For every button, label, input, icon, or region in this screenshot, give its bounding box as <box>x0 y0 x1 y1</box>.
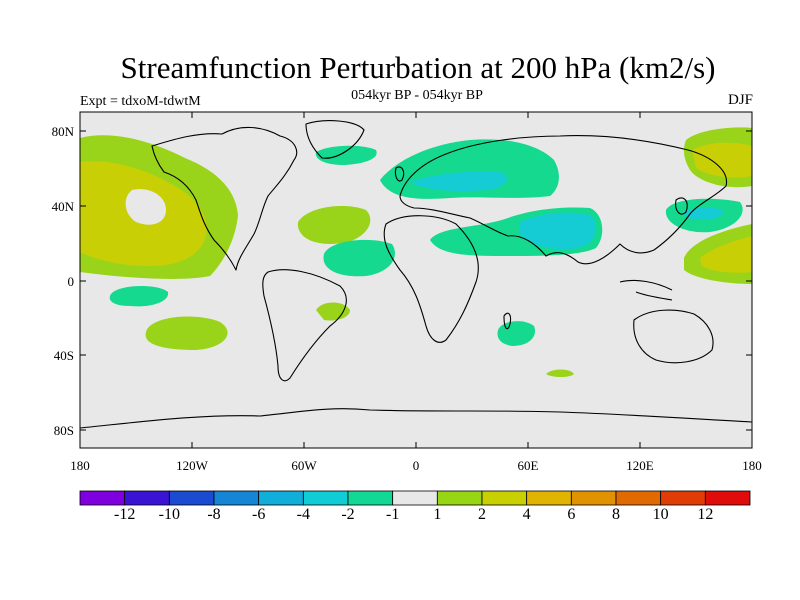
colorbar-swatch <box>392 490 438 506</box>
lon-tick-label: 60E <box>518 458 539 473</box>
lon-tick-label: 60W <box>291 458 317 473</box>
coast-indonesia <box>619 279 673 301</box>
colorbar-swatch <box>347 490 394 506</box>
anomaly-greenland <box>315 145 377 165</box>
coast-north-america <box>151 126 298 271</box>
colorbar-swatch <box>615 490 662 506</box>
colorbar-label: -4 <box>296 506 310 523</box>
colorbar-label: -2 <box>341 506 355 523</box>
experiment-label: Expt = tdxoM-tdwtM <box>80 94 201 109</box>
lat-tick-label: 40S <box>54 348 74 363</box>
coast-uk <box>394 166 405 182</box>
colorbar-swatch <box>124 490 170 506</box>
colorbar-swatch <box>436 490 483 506</box>
anomaly-south-atlantic <box>316 302 350 321</box>
anomaly-south-indian <box>546 369 574 377</box>
colorbar-label: -6 <box>251 506 266 523</box>
lon-tick-label: 0 <box>413 458 420 473</box>
colorbar-swatch <box>570 490 617 506</box>
coast-australia <box>633 309 714 364</box>
anomaly-bering-core <box>692 142 752 178</box>
colorbar-label: 1 <box>433 506 442 523</box>
lon-tick-label: 120E <box>626 458 654 473</box>
coast-south-america <box>262 269 347 382</box>
lon-tick-label: 180 <box>742 458 762 473</box>
chart-subtitle: 054kyr BP - 054kyr BP <box>351 88 483 103</box>
lat-tick-label: 0 <box>68 274 75 289</box>
season-label: DJF <box>727 92 753 108</box>
colorbar-swatch <box>168 490 215 506</box>
colorbar-label: -8 <box>207 506 221 523</box>
lat-tick-label: 40N <box>52 199 75 214</box>
colorbar-swatch <box>258 490 304 506</box>
colorbar-label: 12 <box>697 506 714 523</box>
colorbar-swatch <box>213 490 260 506</box>
coast-japan <box>675 197 688 215</box>
coast-antarctica <box>79 408 753 429</box>
latitude-axis: 80N 40N 0 40S 80S <box>52 124 752 438</box>
anomaly-north-atlantic <box>297 206 371 244</box>
colorbar-label: -10 <box>158 506 180 523</box>
anomaly-madagascar <box>497 321 536 346</box>
colorbar-swatch <box>660 490 706 506</box>
anomaly-west-pacific-core <box>700 236 752 273</box>
lat-tick-label: 80S <box>54 423 74 438</box>
anomaly-south-pacific <box>145 316 228 350</box>
anomaly-tropical-pacific <box>109 286 169 307</box>
colorbar-swatch <box>481 490 528 506</box>
colorbar-swatch <box>526 490 572 506</box>
colorbar-label: 6 <box>567 506 576 523</box>
colorbar-label: 4 <box>522 506 531 523</box>
colorbar-swatch <box>704 490 751 506</box>
coast-eurasia <box>399 135 727 265</box>
colorbar-label: -1 <box>385 506 400 523</box>
anomaly-south-asia-core <box>520 212 596 250</box>
colorbar-label: 8 <box>612 506 620 523</box>
coast-madagascar <box>503 312 512 330</box>
lon-tick-label: 120W <box>176 458 209 473</box>
lat-tick-label: 80N <box>52 124 75 139</box>
anomaly-tropical-atlantic <box>323 239 395 277</box>
colorbar-swatch <box>79 490 126 506</box>
anomaly-north-pacific-hole <box>125 189 166 225</box>
longitude-axis: 180 120W 60W 0 60E 120E 180 <box>70 112 762 473</box>
anomaly-fields <box>80 127 752 377</box>
lon-tick-label: 180 <box>70 458 90 473</box>
colorbar-label: 10 <box>652 506 669 523</box>
anomaly-eurasia-core <box>410 171 507 192</box>
coastlines <box>79 120 753 429</box>
coast-greenland <box>305 120 365 159</box>
colorbar-label: 2 <box>478 506 486 523</box>
colorbar <box>79 490 751 506</box>
chart-title: Streamfunction Perturbation at 200 hPa (… <box>120 50 716 85</box>
colorbar-swatch <box>302 490 349 506</box>
colorbar-label: -12 <box>113 506 136 523</box>
coast-africa <box>383 215 479 343</box>
